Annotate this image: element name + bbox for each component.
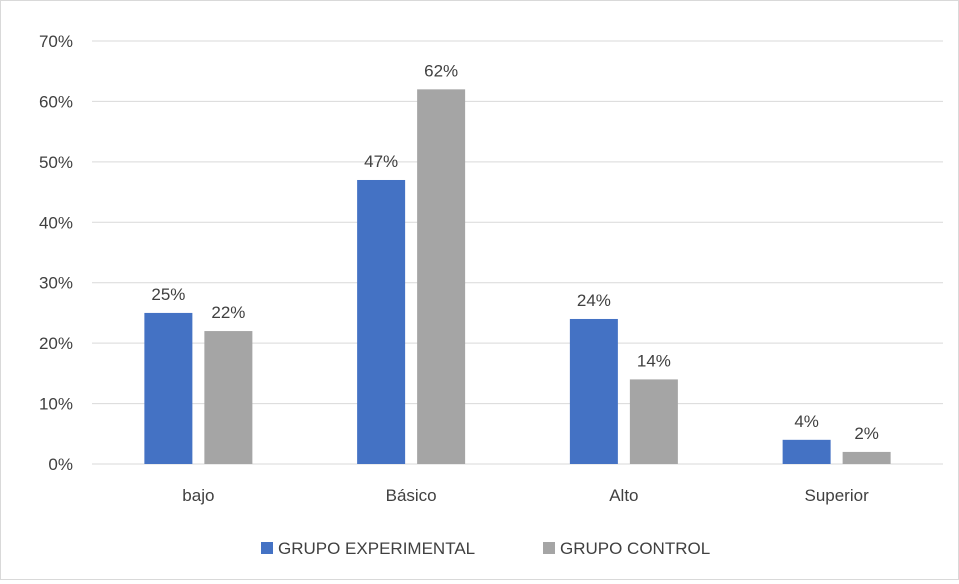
- data-label: 24%: [577, 291, 611, 310]
- data-label: 22%: [211, 303, 245, 322]
- data-label: 4%: [794, 412, 819, 431]
- bar-experimental: [144, 313, 192, 464]
- data-labels: 25% 22% 47% 62% 24% 14% 4% 2%: [151, 61, 879, 443]
- x-tick-label: Superior: [804, 486, 869, 505]
- bar-control: [204, 331, 252, 464]
- data-label: 62%: [424, 61, 458, 80]
- bar-control: [417, 89, 465, 464]
- legend-swatch: [543, 542, 555, 554]
- y-tick-label: 20%: [39, 334, 73, 353]
- legend-swatch: [261, 542, 273, 554]
- legend-label: GRUPO EXPERIMENTAL: [278, 539, 475, 558]
- y-tick-label: 40%: [39, 213, 73, 232]
- x-axis-ticks: bajo Básico Alto Superior: [182, 486, 869, 505]
- bar-experimental: [357, 180, 405, 464]
- legend: GRUPO EXPERIMENTAL GRUPO CONTROL: [261, 539, 710, 558]
- data-label: 25%: [151, 285, 185, 304]
- y-tick-label: 0%: [48, 455, 73, 474]
- y-tick-label: 10%: [39, 395, 73, 414]
- bar-control: [843, 452, 891, 464]
- bar-control: [630, 379, 678, 464]
- bars: [144, 89, 890, 464]
- y-tick-label: 50%: [39, 153, 73, 172]
- legend-label: GRUPO CONTROL: [560, 539, 710, 558]
- data-label: 47%: [364, 152, 398, 171]
- x-tick-label: Básico: [386, 486, 437, 505]
- data-label: 2%: [854, 424, 879, 443]
- y-tick-label: 30%: [39, 274, 73, 293]
- y-tick-label: 60%: [39, 92, 73, 111]
- data-label: 14%: [637, 351, 671, 370]
- x-tick-label: bajo: [182, 486, 214, 505]
- y-tick-label: 70%: [39, 32, 73, 51]
- bar-experimental: [570, 319, 618, 464]
- y-axis-ticks: 0% 10% 20% 30% 40% 50% 60% 70%: [39, 32, 73, 474]
- bar-experimental: [783, 440, 831, 464]
- x-tick-label: Alto: [609, 486, 638, 505]
